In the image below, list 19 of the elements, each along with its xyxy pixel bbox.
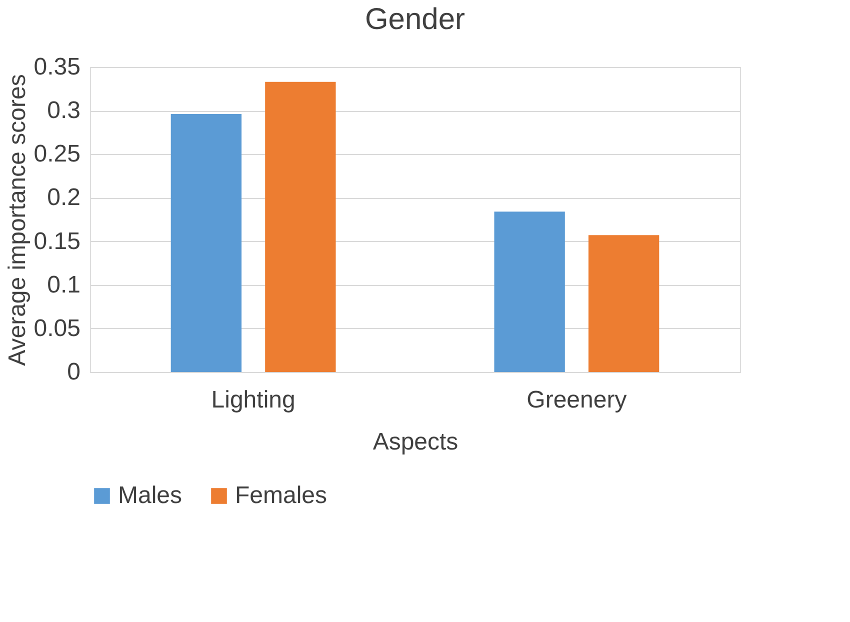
y-tick-label: 0.1: [47, 271, 80, 298]
y-tick-label: 0.25: [34, 140, 80, 168]
legend-label: Males: [118, 482, 182, 509]
x-axis-title: Aspects: [372, 428, 458, 456]
bar: [170, 114, 242, 372]
bar: [494, 212, 565, 372]
y-tick-label: 0.35: [34, 54, 80, 80]
y-tick-label: 0.15: [34, 228, 80, 255]
x-tick-label: Lighting: [211, 386, 296, 414]
legend-label: Females: [235, 482, 328, 509]
y-tick-label: 0: [67, 358, 80, 386]
y-tick-label: 0.3: [47, 97, 80, 124]
x-tick-label: Greenery: [526, 386, 627, 414]
y-tick-label: 0.2: [47, 184, 80, 212]
bar: [265, 82, 336, 372]
bar: [588, 235, 660, 372]
chart-title: Gender: [364, 3, 466, 36]
y-tick-label: 0.05: [34, 314, 80, 342]
y-axis-title: Average importance scores: [4, 74, 31, 366]
